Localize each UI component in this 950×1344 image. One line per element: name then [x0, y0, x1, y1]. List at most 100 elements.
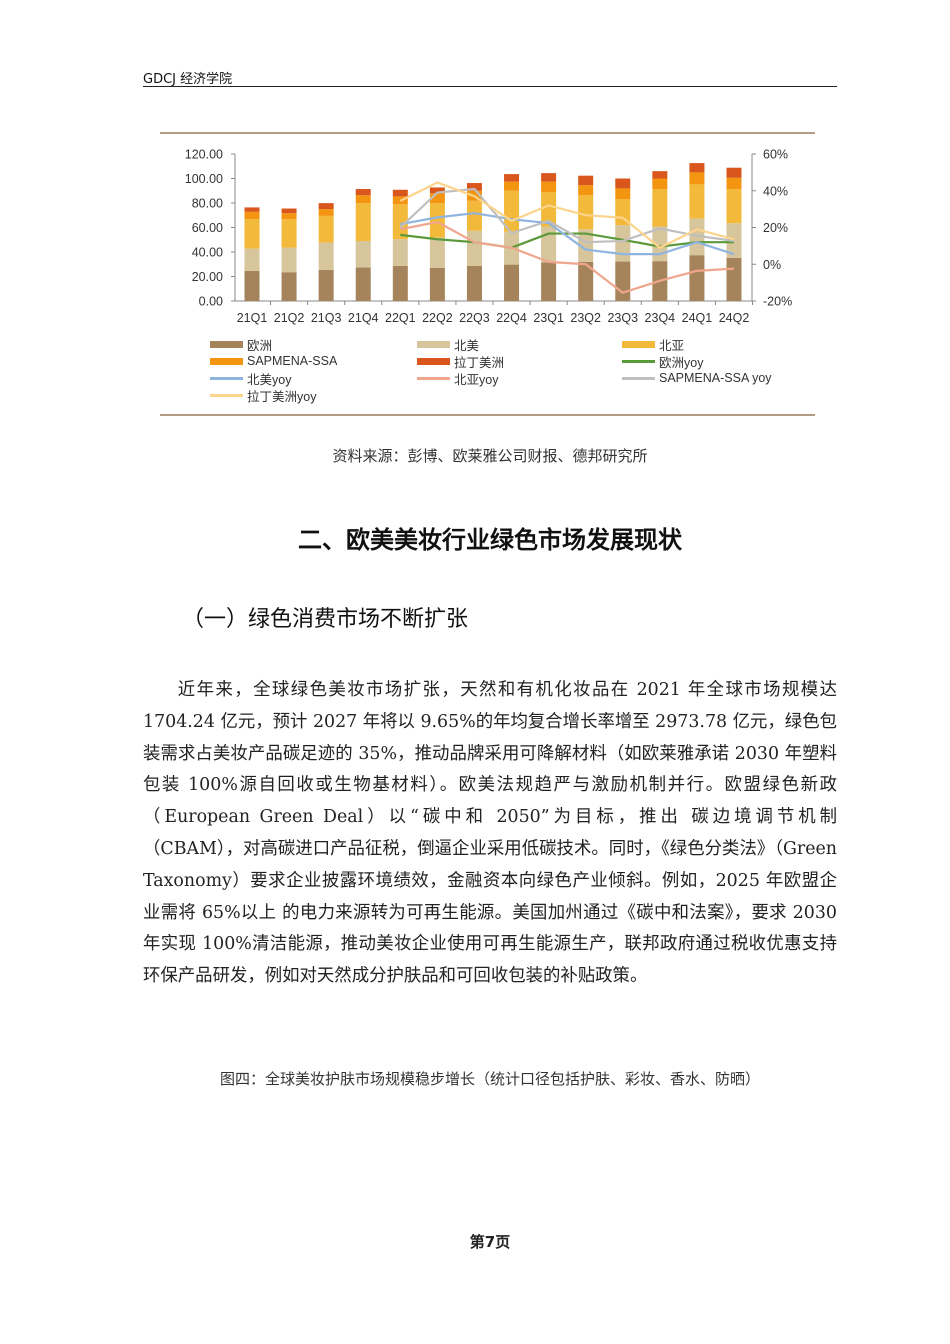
legend-line-swatch	[210, 376, 243, 380]
legend-line-swatch	[622, 359, 655, 363]
legend-item: 拉丁美洲yoy	[210, 388, 317, 404]
legend-line-swatch	[417, 376, 450, 380]
right-axis-tick-label: 20%	[763, 221, 788, 235]
bar-segment-北美	[578, 229, 594, 262]
legend-label: 拉丁美洲yoy	[247, 389, 317, 404]
left-axis-tick-label: 80.00	[192, 197, 223, 211]
section-title: 二、欧美美妆行业绿色市场发展现状	[298, 526, 682, 554]
legend-bar-swatch	[210, 340, 243, 348]
bar-segment-北亚	[726, 189, 742, 224]
legend-label: SAPMENA-SSA	[247, 354, 338, 368]
bar-segment-北亚	[578, 195, 594, 230]
x-axis-tick-label: 21Q2	[274, 311, 305, 325]
bar-segment-北亚	[244, 219, 260, 249]
legend-bar-swatch	[417, 340, 450, 348]
body-paragraph: 近年来，全球绿色美妆市场扩张，天然和有机化妆品在 2021 年全球市场规模达 1…	[143, 680, 837, 987]
bar-segment-北美	[244, 248, 260, 271]
left-axis-tick-label: 100.00	[185, 172, 223, 186]
x-axis-tick-label: 23Q2	[570, 311, 601, 325]
x-axis-tick-label: 23Q4	[645, 311, 676, 325]
legend-item: SAPMENA-SSA	[210, 354, 337, 368]
bar-segment-拉丁美洲	[318, 203, 334, 210]
bar-segment-拉丁美洲	[392, 189, 408, 197]
figure-caption: 图四：全球美妆护肤市场规模稳步增长（统计口径包括护肤、彩妆、香水、防晒）	[219, 1070, 760, 1088]
subsection-title: （一）绿色消费市场不断扩张	[182, 607, 469, 632]
right-axis-tick-label: -20%	[763, 295, 792, 309]
x-axis-tick-label: 21Q3	[311, 311, 342, 325]
bar-segment-SAPMENA-SSA	[578, 185, 594, 196]
left-axis-tick-label: 20.00	[192, 270, 223, 284]
left-axis-tick-label: 0.00	[199, 295, 223, 309]
chart-source: 资料来源：彭博、欧莱雅公司财报、德邦研究所	[332, 447, 648, 465]
bar-segment-SAPMENA-SSA	[244, 211, 260, 220]
bar-segment-拉丁美洲	[244, 207, 260, 212]
bar-segment-SAPMENA-SSA	[726, 177, 742, 190]
bar-segment-SAPMENA-SSA	[652, 178, 668, 190]
legend-item: SAPMENA-SSA yoy	[622, 371, 772, 385]
chart-frame-top	[160, 132, 815, 134]
legend-item: 北美	[417, 337, 480, 353]
bar-segment-北美	[466, 230, 482, 266]
bar-segment-北亚	[392, 204, 408, 240]
bar-segment-欧洲	[726, 257, 742, 301]
x-axis-tick-label: 22Q1	[385, 311, 416, 325]
bar-segment-北美	[318, 242, 334, 270]
left-axis-tick-label: 60.00	[192, 221, 223, 235]
x-axis-tick-label: 21Q1	[237, 311, 268, 325]
right-axis-tick-label: 0%	[763, 258, 781, 272]
bar-segment-SAPMENA-SSA	[504, 181, 520, 191]
bar-segment-SAPMENA-SSA	[429, 193, 445, 204]
bar-segment-SAPMENA-SSA	[689, 172, 705, 185]
legend-label: 欧洲	[247, 338, 273, 353]
bar-segment-北美	[281, 247, 297, 273]
legend-item: 北美yoy	[210, 371, 291, 387]
bar-segment-北美	[392, 239, 408, 266]
legend-label: 北亚	[659, 338, 685, 353]
legend-label: 北美	[454, 338, 480, 353]
legend-bar-swatch	[622, 340, 655, 348]
legend-item: 北亚	[622, 337, 685, 353]
line-series-北亚yoy	[400, 220, 735, 294]
bar-segment-拉丁美洲	[615, 178, 631, 189]
x-axis-tick-label: 22Q4	[496, 311, 527, 325]
bar-segment-北亚	[615, 199, 631, 226]
legend-item: 拉丁美洲	[417, 354, 505, 370]
legend-item: 欧洲	[210, 337, 273, 353]
bar-segment-北亚	[689, 184, 705, 219]
bar-segment-拉丁美洲	[281, 208, 297, 214]
page-number: 第7页	[469, 1233, 511, 1251]
x-axis-tick-label: 22Q3	[459, 311, 490, 325]
bar-segment-欧洲	[281, 272, 297, 301]
x-axis-tick-label: 22Q2	[422, 311, 453, 325]
bar-segment-北美	[541, 226, 557, 263]
bar-segment-欧洲	[578, 261, 594, 301]
bar-segment-欧洲	[689, 255, 705, 301]
bar-segment-欧洲	[466, 265, 482, 301]
bar-segment-北亚	[281, 219, 297, 248]
bar-segment-拉丁美洲	[726, 167, 742, 178]
legend-item: 欧洲yoy	[622, 354, 703, 370]
bar-segment-北亚	[504, 190, 520, 232]
bar-segment-北美	[429, 237, 445, 268]
stacked-bar-line-chart: 0.00 20.00 40.00 60.00 80.00 100.00 120.00 -20%…	[185, 148, 792, 326]
bar-segment-拉丁美洲	[355, 189, 371, 196]
bar-segment-拉丁美洲	[578, 175, 594, 186]
bar-segment-欧洲	[355, 267, 371, 301]
x-axis-tick-label: 23Q3	[607, 311, 638, 325]
bar-segment-拉丁美洲	[652, 171, 668, 179]
bar-segment-拉丁美洲	[689, 163, 705, 173]
legend-bar-swatch	[417, 357, 450, 365]
bar-segment-欧洲	[504, 264, 520, 301]
bar-segment-SAPMENA-SSA	[318, 209, 334, 216]
header-title: GDCJ 经济学院	[143, 72, 233, 87]
line-series-SAPMENA-SSA yoy	[399, 187, 735, 244]
legend-label: 拉丁美洲	[454, 355, 505, 370]
bar-segment-北亚	[318, 215, 334, 243]
right-axis-tick-label: 60%	[763, 148, 788, 162]
legend-item: 北亚yoy	[417, 371, 499, 387]
legend-label: 北亚yoy	[454, 372, 499, 387]
x-axis-tick-label: 21Q4	[348, 311, 379, 325]
x-axis-tick-label: 23Q1	[533, 311, 564, 325]
bar-segment-拉丁美洲	[541, 173, 557, 182]
legend-bar-swatch	[210, 357, 243, 365]
